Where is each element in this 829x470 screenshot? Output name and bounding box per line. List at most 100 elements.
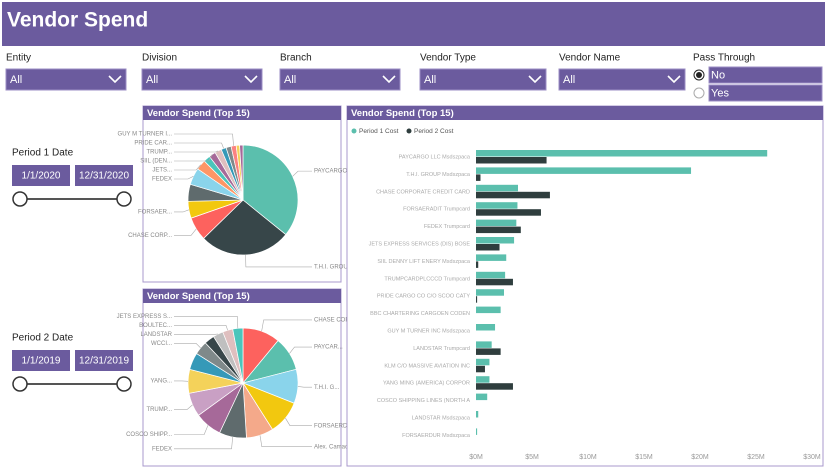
date-box[interactable]	[12, 165, 70, 186]
leader-line	[259, 435, 312, 448]
pie-label: WCCI...	[151, 341, 172, 347]
dropdown-value: All	[563, 74, 575, 86]
slider-handle[interactable]	[116, 191, 132, 207]
leader-line	[174, 176, 194, 180]
category-label: FORSAERADIT Trumpcard	[403, 207, 470, 213]
bar	[476, 254, 507, 261]
slider-handle[interactable]	[12, 191, 28, 207]
dropdown[interactable]	[5, 68, 127, 91]
bar	[476, 376, 490, 383]
chevron	[382, 75, 396, 84]
leader-line	[174, 164, 202, 171]
chevron	[667, 75, 681, 84]
date-box[interactable]	[12, 350, 70, 371]
category-label: T.H.I. GROUP Msdszpaca	[406, 172, 471, 178]
bar	[476, 383, 513, 390]
leader-line	[174, 436, 233, 450]
x-tick-label: $30M	[803, 454, 821, 461]
pie-label: PRIDE CAR...	[134, 141, 172, 147]
visual-title: Vendor Spend (Top 15)	[147, 108, 250, 119]
pie-label: BOULTEC...	[139, 323, 172, 329]
bar	[476, 341, 492, 348]
leader-line	[297, 386, 312, 388]
filter-label: Vendor Type	[420, 53, 476, 64]
leader-line	[174, 324, 228, 331]
pie-label: PAYCAR...	[314, 345, 343, 351]
bar	[476, 348, 501, 355]
bar	[476, 174, 481, 181]
bar	[476, 358, 490, 366]
date-start: 1/1/2020	[22, 171, 61, 182]
bar	[476, 324, 496, 331]
x-tick-label: $15M	[635, 454, 653, 461]
category-label: PRIDE CARGO CO C/O SCOO CATY	[377, 294, 470, 300]
bar	[476, 428, 478, 435]
date-box[interactable]	[75, 350, 133, 371]
x-tick-label: $20M	[691, 454, 709, 461]
bar	[476, 411, 479, 418]
bar	[476, 271, 506, 279]
pie-label: JETS...	[152, 168, 172, 174]
bar	[476, 306, 501, 314]
radio-option[interactable]	[708, 66, 823, 84]
pie-label: FEDEX	[152, 177, 172, 183]
pie-label: JETS EXPRESS S...	[117, 314, 173, 320]
bar	[476, 261, 479, 268]
category-label: GUY M TURNER INC Msdszpaca	[387, 328, 471, 334]
filter-label: Division	[142, 53, 177, 64]
radio-option[interactable]	[708, 84, 823, 102]
pie-label: FEDEX	[152, 446, 172, 452]
visual-header	[143, 289, 341, 303]
bar	[476, 296, 478, 303]
visual-title: Vendor Spend (Top 15)	[351, 108, 454, 119]
radio[interactable]	[693, 87, 705, 99]
dropdown[interactable]	[558, 68, 686, 91]
pie-label: T.H.I. G...	[314, 385, 340, 391]
pie-label: CHASE CORP...	[128, 233, 172, 239]
leader-line	[174, 133, 234, 146]
pie-slice	[203, 199, 287, 256]
leader-line	[245, 254, 312, 268]
pie-label: FORSAERDUR	[314, 423, 357, 429]
bar	[476, 191, 550, 199]
bar	[476, 209, 541, 216]
x-tick-label: $25M	[747, 454, 765, 461]
pie-label: YANG...	[150, 378, 172, 384]
filter-label: Entity	[6, 53, 31, 64]
dropdown[interactable]	[141, 68, 263, 91]
x-tick-label: $0M	[469, 454, 483, 461]
radio-label: Yes	[711, 87, 729, 99]
bar	[476, 289, 504, 296]
slider-handle[interactable]	[12, 376, 28, 392]
leader-line	[292, 170, 312, 177]
pie-slice	[239, 144, 244, 201]
bar	[476, 167, 692, 174]
category-label: CHASE CORPORATE CREDIT CARD	[376, 189, 470, 195]
legend-label: Period 1 Cost	[359, 128, 399, 135]
category-label: JETS EXPRESS SERVICES (DIS) BOSE	[369, 241, 471, 247]
leader-line	[174, 150, 219, 153]
pie-label: SIIL (DEN...	[140, 159, 172, 165]
category-label: FEDEX Trumpcard	[424, 224, 470, 230]
pie-label: PAYCARGO LLC	[314, 169, 360, 175]
chevron	[108, 75, 122, 84]
leader-line	[261, 319, 312, 332]
radio-label: No	[711, 69, 725, 81]
pie-label: T.H.I. GROUP	[314, 265, 352, 271]
bar	[476, 237, 515, 244]
bar	[476, 184, 518, 192]
dropdown[interactable]	[279, 68, 401, 91]
leader-line	[174, 342, 201, 349]
pie-label: Alex. Camacho	[314, 444, 355, 450]
visual-header	[143, 106, 341, 120]
category-label: LANDSTAR Trumpcard	[413, 346, 470, 352]
date-box[interactable]	[75, 165, 133, 186]
pie-label: GUY M TURNER I...	[118, 132, 173, 138]
legend-marker	[351, 128, 357, 134]
leader-line	[174, 142, 224, 149]
slider-handle[interactable]	[116, 376, 132, 392]
x-tick-label: $5M	[525, 454, 539, 461]
category-label: TRUMPCARDPLCCCD Trumpcard	[384, 276, 470, 282]
bar	[476, 202, 518, 209]
dropdown[interactable]	[419, 68, 547, 91]
